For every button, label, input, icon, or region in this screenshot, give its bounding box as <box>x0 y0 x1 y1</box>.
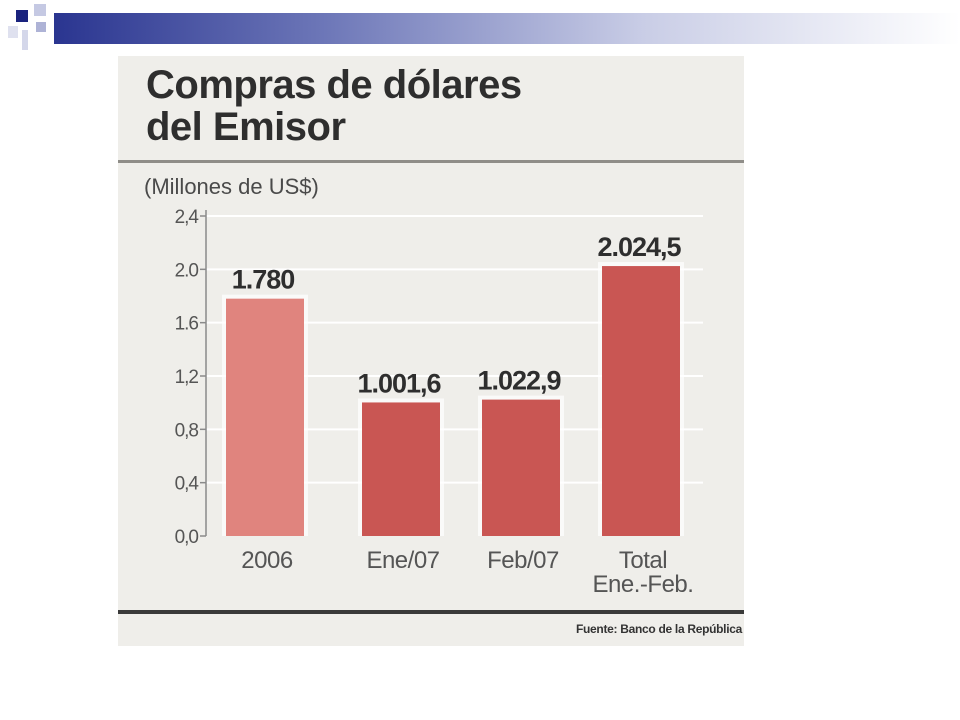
deco-square <box>8 26 18 38</box>
deco-square <box>22 30 28 50</box>
y-tick-label: 0,8 <box>175 420 199 441</box>
deco-square <box>16 10 28 22</box>
bar-value-label: 2.024,5 <box>597 232 681 262</box>
header-gradient-band <box>54 13 960 44</box>
bar-value-label: 1.022,9 <box>477 366 561 396</box>
chart-title: Compras de dólares del Emisor <box>146 64 706 148</box>
chart-title-line-2: del Emisor <box>146 105 346 149</box>
x-category-label: Total <box>619 547 667 574</box>
y-tick-label: 2.0 <box>175 260 199 281</box>
slide-decoration <box>0 0 960 60</box>
x-category-label: Ene/07 <box>366 547 439 574</box>
bar <box>602 266 680 536</box>
x-category-label: Feb/07 <box>487 547 559 574</box>
source-note: Fuente: Banco de la República <box>576 622 742 636</box>
deco-square <box>36 22 46 32</box>
y-tick-label: 0,4 <box>175 474 200 495</box>
y-tick-label: 0,0 <box>175 527 199 548</box>
bar <box>226 298 304 536</box>
title-divider <box>118 160 744 163</box>
bar-chart: 0,0 0,4 0,8 1,2 1.6 2.0 2,4 1.780 2006 1.001,6 Ene… <box>175 207 703 598</box>
bar-value-label: 1.780 <box>232 265 295 295</box>
chart-title-line-1: Compras de dólares <box>146 63 522 107</box>
bar-value-label: 1.001,6 <box>357 368 441 398</box>
bar <box>482 399 560 536</box>
y-tick-label: 1.6 <box>175 314 199 335</box>
unit-label: (Millones de US$) <box>144 174 319 199</box>
y-tick-label: 1,2 <box>175 367 199 388</box>
bottom-rule <box>118 610 744 614</box>
bar <box>362 402 440 536</box>
deco-square <box>34 4 46 16</box>
chart-panel: Compras de dólares del Emisor (Millones … <box>118 56 744 646</box>
x-category-label: 2006 <box>241 547 293 574</box>
y-tick-label: 2,4 <box>175 207 200 228</box>
x-category-label: Ene.-Feb. <box>593 571 694 598</box>
